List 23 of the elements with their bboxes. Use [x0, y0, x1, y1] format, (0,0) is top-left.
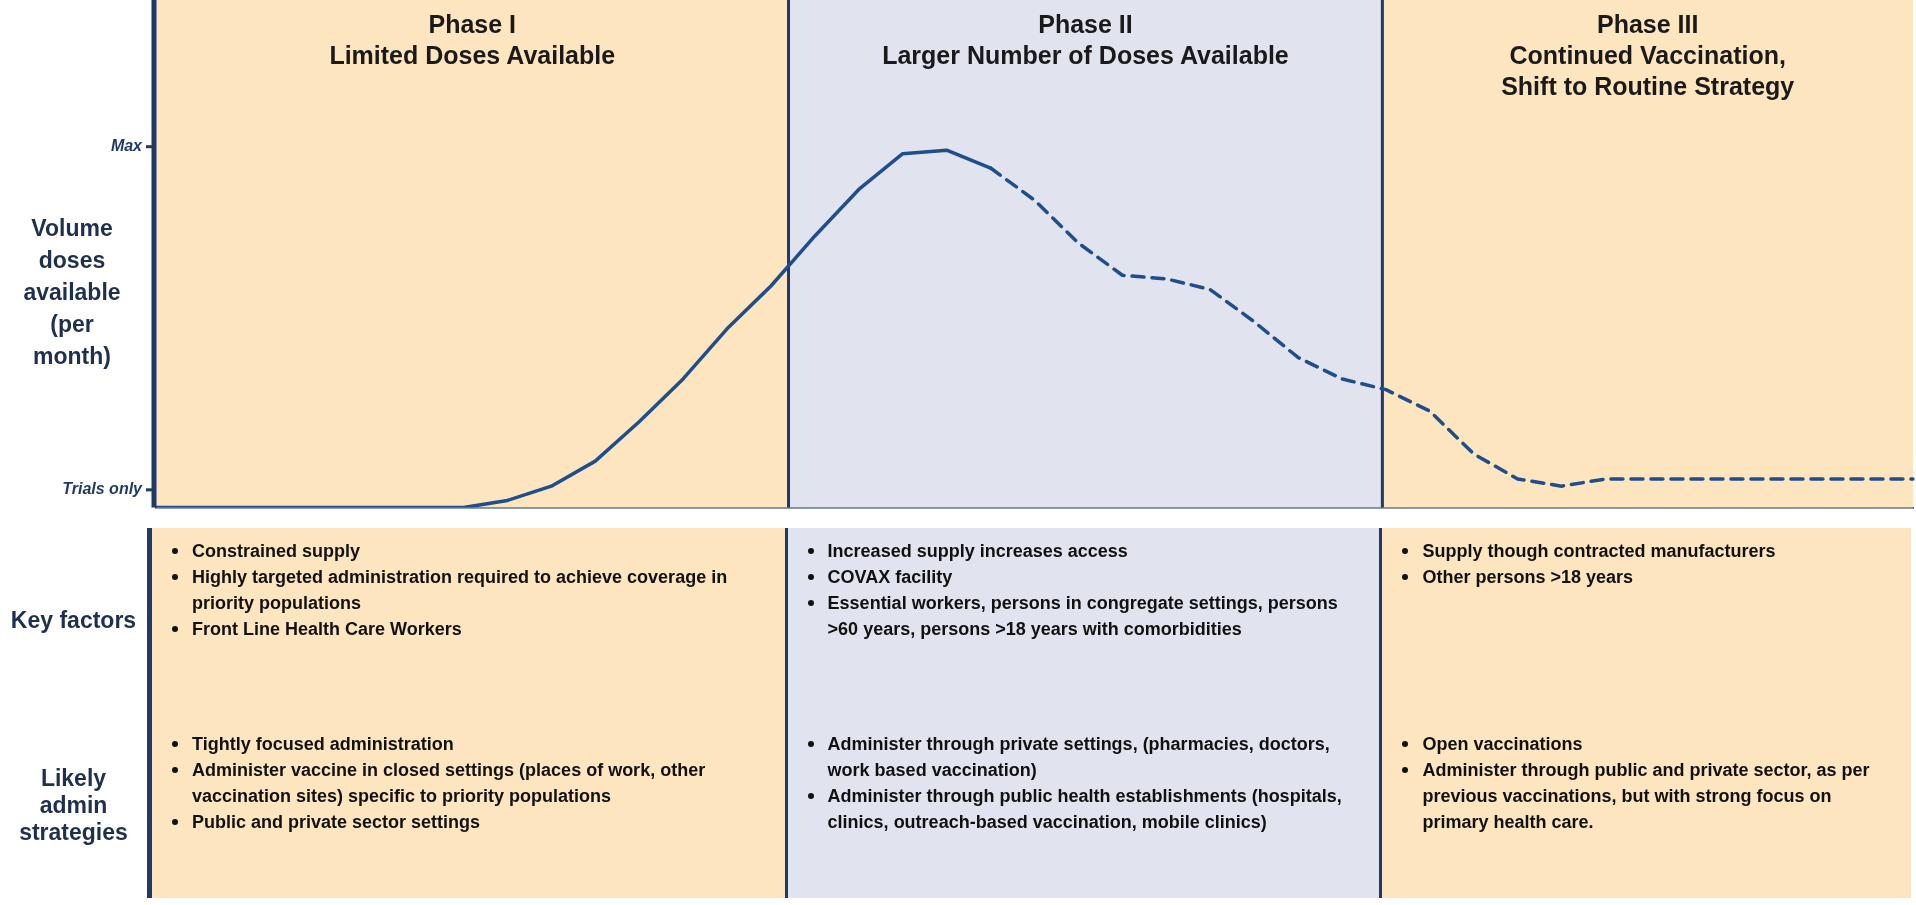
- text: Administer vaccine in closed settings (places of work, other vaccination sites) specific to priority populations: [192, 759, 707, 808]
- text: Highly targeted administration required to achieve coverage in priority populations: [192, 566, 729, 615]
- text: Trials only: [62, 480, 144, 498]
- text: Phase III Continued Vaccination, Shift to Routine Strategy: [1501, 10, 1795, 101]
- text: Phase II Larger Number of Doses Available: [882, 10, 1289, 70]
- text: Essential workers, persons in congregate settings, persons >60 years, persons >18 years with comorbidities: [827, 592, 1339, 641]
- text: Open vaccinations: [1422, 733, 1583, 756]
- text: COVAX facility: [827, 566, 953, 589]
- text: Supply though contracted manufacturers: [1422, 540, 1776, 563]
- text: Likely admin strategies: [18, 765, 129, 846]
- text: Public and private sector settings: [192, 811, 481, 834]
- text: Front Line Health Care Workers: [192, 618, 462, 641]
- text: Constrained supply: [192, 540, 361, 563]
- text: Phase I Limited Doses Available: [329, 10, 616, 70]
- text: Other persons >18 years: [1422, 566, 1634, 589]
- text: Max: [110, 137, 144, 155]
- text: Administer through public and private sector, as per previous vaccinations, but with strong focus on primary health care.: [1422, 759, 1871, 834]
- text: Administer through private settings, (pharmacies, doctors, work based vaccination): [827, 733, 1331, 782]
- text: Increased supply increases access: [827, 540, 1128, 563]
- text: Administer through public health establishments (hospitals, clinics, outreach-based vaccination, mobile clinics): [827, 785, 1343, 834]
- text: Key factors: [10, 607, 137, 634]
- text: Volume doses available (per month): [23, 215, 121, 370]
- text: Tightly focused administration: [192, 733, 454, 756]
